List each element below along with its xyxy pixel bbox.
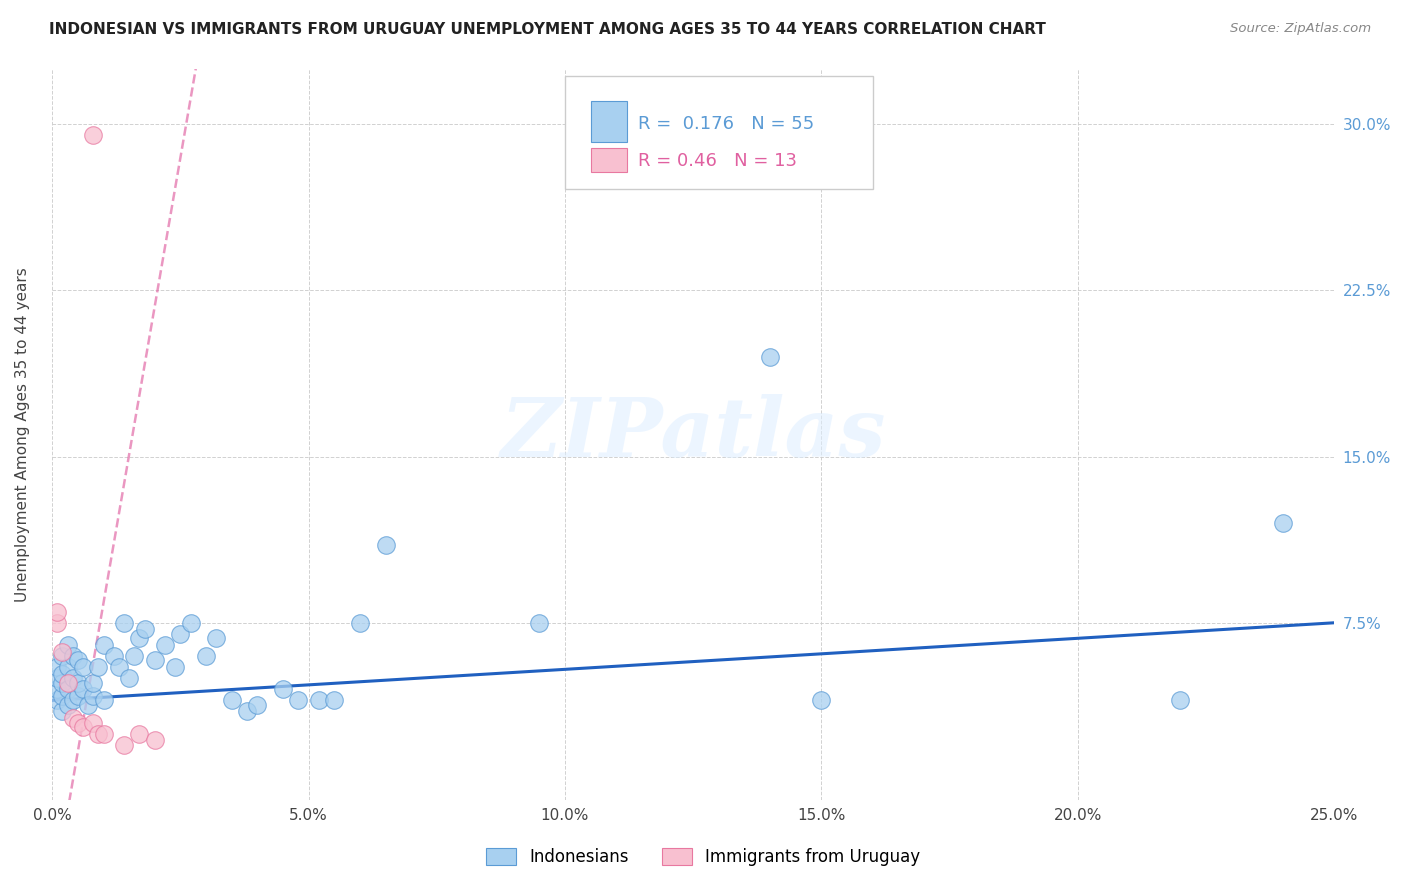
Point xyxy=(82,675,104,690)
Point xyxy=(118,671,141,685)
Point xyxy=(93,693,115,707)
Point xyxy=(72,720,94,734)
Point xyxy=(56,638,79,652)
Point xyxy=(51,648,73,663)
FancyBboxPatch shape xyxy=(591,102,627,142)
Point xyxy=(103,648,125,663)
Point xyxy=(128,632,150,646)
Point xyxy=(46,605,69,619)
Point xyxy=(46,693,69,707)
Point xyxy=(236,705,259,719)
Point xyxy=(349,615,371,630)
Point xyxy=(62,671,84,685)
Point xyxy=(51,675,73,690)
Point xyxy=(51,666,73,681)
Point xyxy=(153,638,176,652)
Point xyxy=(323,693,346,707)
Point xyxy=(143,653,166,667)
Point xyxy=(374,538,396,552)
Point xyxy=(51,689,73,703)
Point xyxy=(56,675,79,690)
FancyBboxPatch shape xyxy=(565,76,873,189)
Point xyxy=(82,128,104,142)
Point xyxy=(82,689,104,703)
Point xyxy=(112,738,135,752)
Text: ZIPatlas: ZIPatlas xyxy=(501,394,886,475)
Point xyxy=(46,615,69,630)
Text: Source: ZipAtlas.com: Source: ZipAtlas.com xyxy=(1230,22,1371,36)
Point xyxy=(1271,516,1294,530)
Point xyxy=(46,660,69,674)
Point xyxy=(87,726,110,740)
Point xyxy=(62,648,84,663)
Point xyxy=(51,644,73,658)
Point xyxy=(122,648,145,663)
Text: R = 0.46   N = 13: R = 0.46 N = 13 xyxy=(638,153,797,170)
Legend: Indonesians, Immigrants from Uruguay: Indonesians, Immigrants from Uruguay xyxy=(478,840,928,875)
Point xyxy=(72,660,94,674)
Point xyxy=(221,693,243,707)
Point xyxy=(66,689,89,703)
Point xyxy=(93,638,115,652)
Point xyxy=(51,705,73,719)
Point xyxy=(165,660,187,674)
Point xyxy=(56,660,79,674)
Point xyxy=(271,682,294,697)
Point xyxy=(246,698,269,712)
Point xyxy=(287,693,309,707)
Point xyxy=(87,660,110,674)
Point xyxy=(112,615,135,630)
Point xyxy=(66,715,89,730)
Point xyxy=(66,675,89,690)
Point xyxy=(108,660,131,674)
Y-axis label: Unemployment Among Ages 35 to 44 years: Unemployment Among Ages 35 to 44 years xyxy=(15,267,30,602)
Point xyxy=(134,623,156,637)
Point xyxy=(77,698,100,712)
Text: R =  0.176   N = 55: R = 0.176 N = 55 xyxy=(638,115,814,133)
Point xyxy=(46,682,69,697)
Point xyxy=(72,682,94,697)
Point xyxy=(1168,693,1191,707)
Point xyxy=(759,350,782,364)
Point xyxy=(128,726,150,740)
Point xyxy=(62,711,84,725)
Point xyxy=(205,632,228,646)
Point xyxy=(56,682,79,697)
Text: INDONESIAN VS IMMIGRANTS FROM URUGUAY UNEMPLOYMENT AMONG AGES 35 TO 44 YEARS COR: INDONESIAN VS IMMIGRANTS FROM URUGUAY UN… xyxy=(49,22,1046,37)
Point xyxy=(529,615,551,630)
FancyBboxPatch shape xyxy=(591,148,627,172)
Point xyxy=(143,733,166,747)
Point xyxy=(93,726,115,740)
Point xyxy=(46,671,69,685)
Point xyxy=(169,627,191,641)
Point xyxy=(180,615,202,630)
Point xyxy=(195,648,218,663)
Point xyxy=(810,693,832,707)
Point xyxy=(82,715,104,730)
Point xyxy=(62,693,84,707)
Point xyxy=(66,653,89,667)
Point xyxy=(308,693,330,707)
Point xyxy=(56,698,79,712)
